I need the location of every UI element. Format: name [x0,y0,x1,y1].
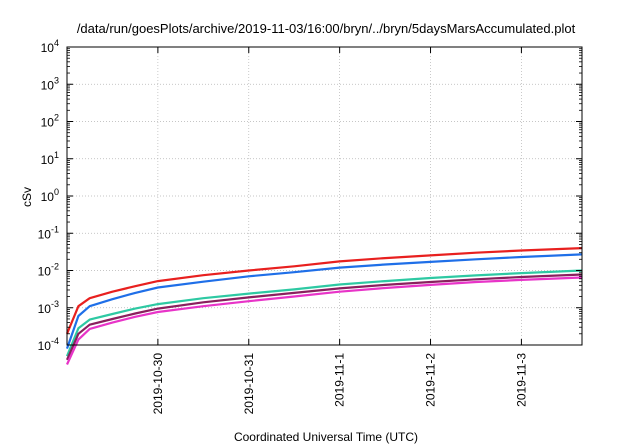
grid [67,47,582,345]
y-tick-labels: 10-4 10-3 10-2 10-1 100 101 102 103 104 [38,38,59,353]
plot-frame [66,46,583,346]
series-line [65,273,583,361]
x-tick-label: 2019-10-31 [242,353,256,415]
y-tick-label: 103 [41,75,59,92]
series-line [65,247,583,335]
y-tick-label: 102 [41,113,59,130]
y-tick-label: 101 [41,150,59,167]
x-tick-label: 2019-11-1 [333,353,347,407]
series-line [65,269,583,357]
y-axis-label: cSv [20,187,34,207]
chart-title: /data/run/goesPlots/archive/2019-11-03/1… [77,21,576,36]
y-tick-label: 10-2 [38,262,59,279]
y-tick-label: 10-1 [38,224,59,241]
series-line [65,253,583,349]
x-axis-label: Coordinated Universal Time (UTC) [234,430,418,444]
series-line [65,276,583,365]
series-group [65,247,583,365]
y-tick-label: 10-4 [38,336,59,353]
y-tick-label: 10-3 [38,299,59,316]
y-tick-label: 100 [41,187,59,204]
axes [66,46,583,346]
x-tick-label: 2019-10-30 [151,353,165,415]
x-tick-label: 2019-11-2 [424,353,438,407]
x-tick-labels: 2019-10-30 2019-10-31 2019-11-1 2019-11-2 20… [151,353,529,415]
y-tick-label: 104 [41,38,59,55]
x-tick-label: 2019-11-3 [514,353,528,407]
